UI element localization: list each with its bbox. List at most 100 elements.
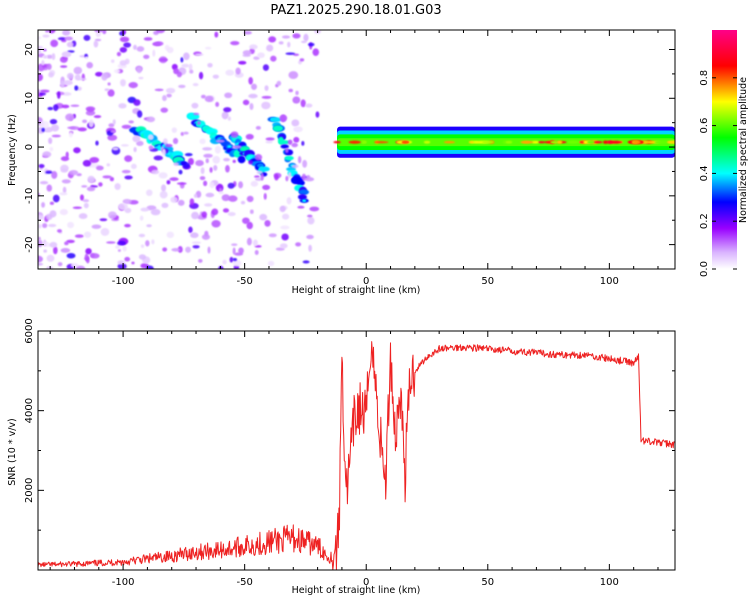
spectrogram-x-tick-label: 100 [600,276,619,287]
spectrogram-noise-blob [43,241,49,246]
spectrogram-noise-blob [78,213,88,220]
spectrogram-streak-blob [296,180,305,186]
spectrogram-noise-blob [60,247,71,253]
spectrogram-noise-blob [198,71,204,80]
spectrogram-noise-blob [121,30,127,35]
spectrogram-noise-blob [62,30,71,36]
spectrogram-noise-blob [51,53,56,60]
spectrogram-noise-blob [146,224,152,228]
spectrogram-noise-blob [308,244,312,252]
spectrogram-noise-blob [48,72,54,78]
spectrogram-noise-blob [106,241,116,244]
spectrogram-noise-blob [286,197,292,205]
spectrogram-image [38,30,675,269]
spectrogram-noise-blob [83,202,89,209]
spectrogram-noise-blob [178,84,186,89]
spectrogram-noise-blob [48,137,53,145]
spectrogram-noise-blob [93,40,99,48]
spectrogram-noise-blob [304,177,315,182]
spectrogram-noise-blob [195,160,204,167]
spectrogram-noise-blob [107,82,111,86]
spectrogram-noise-blob [70,104,80,108]
spectrogram-noise-blob [45,30,49,33]
spectrogram-noise-blob [64,36,73,41]
spectrogram-streak-core [200,123,205,127]
spectrogram-noise-blob [250,180,259,187]
spectrogram-x-axis-label: Height of straight line (km) [292,285,421,296]
spectrogram-streak-core [227,145,232,148]
spectrogram-noise-blob [138,76,144,80]
spectrogram-noise-blob [153,155,163,161]
spectrogram-noise-blob [162,247,168,252]
spectrogram-noise-blob [204,95,214,103]
spectrogram-noise-blob [112,147,119,151]
spectrogram-noise-blob [38,164,45,169]
spectrogram-noise-blob [60,164,69,172]
spectrogram-noise-blob [209,167,213,173]
spectrogram-noise-blob [132,135,141,143]
spectrogram-noise-blob [87,175,95,183]
spectrogram-noise-blob [66,72,74,80]
spectrogram-noise-blob [38,236,41,240]
spectrogram-noise-blob [106,163,111,167]
snr-y-tick-label: 4000 [24,398,35,423]
spectrogram-noise-blob [227,211,236,217]
spectrogram-noise-blob [232,145,242,149]
spectrogram-noise-blob [158,58,168,62]
spectrogram-noise-blob [46,184,53,192]
spectrogram-noise-blob [145,240,150,247]
spectrogram-noise-blob [299,58,305,62]
spectrogram-noise-blob [232,259,242,267]
spectrogram-noise-blob [288,171,292,179]
colorbar-tick-label: 0.4 [699,165,710,181]
spectrogram-band-peak [531,140,540,144]
spectrogram-noise-blob [109,177,115,182]
colorbar-tick-label: 0.2 [699,213,710,229]
spectrogram-noise-blob [124,155,133,163]
spectrogram-noise-blob [254,153,263,161]
spectrogram-noise-blob [257,52,265,59]
spectrogram-noise-blob [116,51,122,57]
spectrogram-x-ticks: -100 -50 0 50 100 [49,30,659,287]
spectrogram-band-peak [587,140,595,144]
spectrogram-noise-blob [255,125,261,130]
spectrogram-noise-blob [214,145,221,154]
spectrogram-noise-blob [38,262,44,266]
spectrogram-noise-blob [57,91,61,99]
spectrogram-noise-blob [287,41,291,48]
spectrogram-noise-blob [128,81,138,89]
spectrogram-noise-blob [267,260,275,267]
spectrogram-noise-blob [297,156,302,164]
spectrogram-noise-blob [86,186,96,192]
spectrogram-noise-blob [300,99,306,108]
colorbar-label: Normalized spectral amplitude [738,77,749,223]
snr-y-axis-label: SNR (10 * v/v) [7,418,18,486]
spectrogram-band-peak [592,141,603,144]
spectrogram-noise-blob [88,119,94,128]
spectrogram-noise-blob [303,33,309,42]
spectrogram-noise-blob [288,71,299,79]
spectrogram-noise-blob [85,248,92,255]
spectrogram-noise-blob [265,137,275,141]
spectrogram-noise-blob [39,180,49,185]
spectrogram-noise-blob [180,57,184,63]
spectrogram-noise-blob [63,80,73,86]
spectrogram-band-peak [333,141,341,144]
spectrogram-noise-blob [312,48,320,56]
spectrogram-noise-blob [189,69,194,74]
spectrogram-noise-blob [305,103,313,108]
spectrogram-noise-blob [235,67,241,75]
spectrogram-noise-blob [100,227,110,236]
spectrogram-noise-blob [232,247,236,255]
spectrogram-noise-blob [248,77,254,85]
spectrogram-noise-blob [302,260,310,264]
spectrogram-noise-blob [242,50,252,56]
spectrogram-noise-blob [249,44,258,50]
spectrogram-band-peak [579,141,584,144]
spectrogram-band-peak [401,140,409,144]
spectrogram-noise-blob [119,60,127,66]
spectrogram-streak-blob [284,155,294,161]
spectrogram-noise-blob [131,261,135,265]
spectrogram-streak-blob [256,163,265,168]
